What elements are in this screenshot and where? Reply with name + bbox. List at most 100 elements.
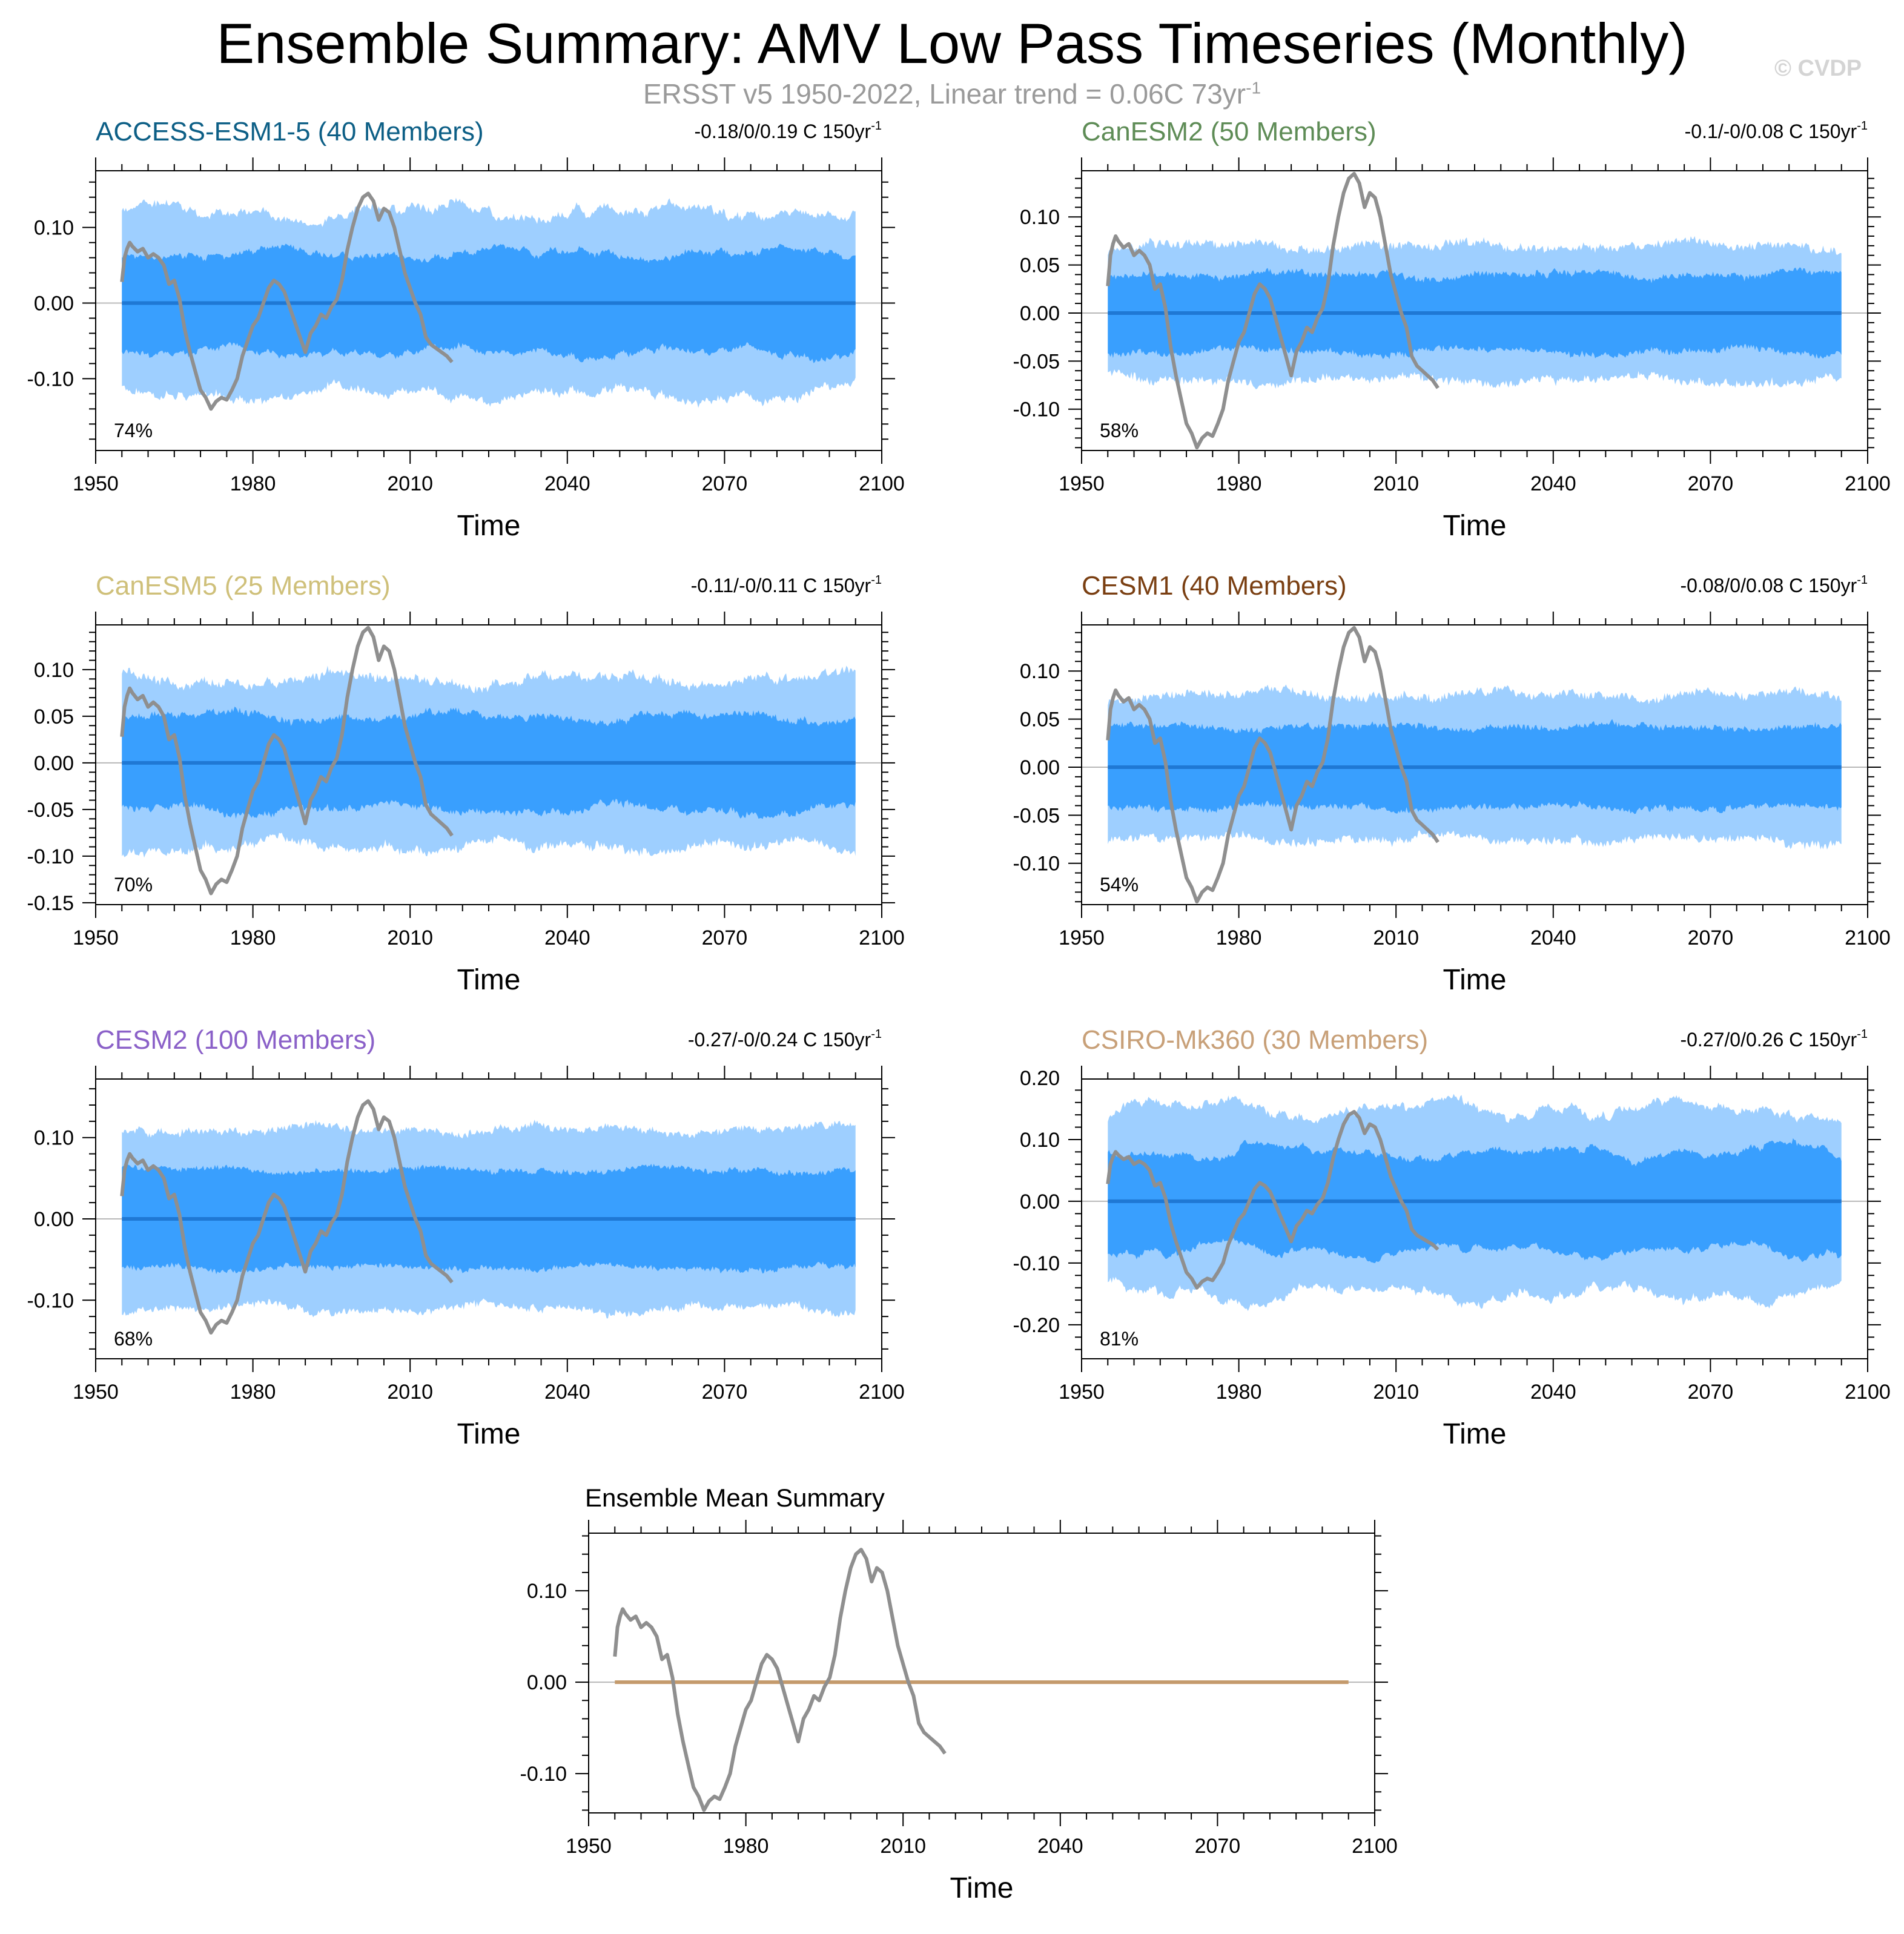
x-tick-label: 2070 xyxy=(1688,926,1734,949)
x-tick-label: 1950 xyxy=(1059,926,1105,949)
y-tick-label: -0.10 xyxy=(27,368,74,391)
trend-superscript: -1 xyxy=(1857,1028,1868,1041)
subtitle-text: ERSST v5 1950-2022, Linear trend = 0.06C… xyxy=(643,78,1246,110)
x-tick-label: 2040 xyxy=(544,926,590,949)
panel-1: 1950 1980 2010 2040 2070 2100 Time 0.10 0.00 -0.1… xyxy=(27,117,905,542)
x-tick-label: 2100 xyxy=(859,472,905,495)
y-tick-label: 0.10 xyxy=(1020,1129,1060,1152)
trend-text: -0.18/0/0.19 C 150yr xyxy=(694,120,871,142)
panel-title: CSIRO-Mk360 (30 Members) xyxy=(1082,1025,1428,1055)
y-tick-label: 0.10 xyxy=(1020,660,1060,683)
x-tick-label: 2010 xyxy=(1373,926,1419,949)
trend-text: -0.1/-0/0.08 C 150yr xyxy=(1685,120,1857,142)
percent-label: 70% xyxy=(114,874,153,896)
x-axis-label: Time xyxy=(457,1418,521,1450)
observed-amv-line xyxy=(120,625,454,896)
y-tick-label: -0.10 xyxy=(1013,1252,1060,1275)
x-tick-label: 1950 xyxy=(566,1835,612,1858)
trend-label: -0.1/-0/0.08 C 150yr-1 xyxy=(1685,119,1868,142)
trend-label: -0.27/-0/0.24 C 150yr-1 xyxy=(688,1028,882,1051)
y-tick-label: -0.10 xyxy=(1013,398,1060,421)
y-tick-label: -0.10 xyxy=(1013,853,1060,876)
figure-title: Ensemble Summary: AMV Low Pass Timeserie… xyxy=(216,12,1688,75)
x-tick-label: 1980 xyxy=(230,1381,276,1404)
observed-amv-line xyxy=(1106,1110,1440,1290)
x-tick-label: 2040 xyxy=(544,472,590,495)
plot-area xyxy=(589,1548,1375,1812)
cvdp-watermark: © CVDP xyxy=(1774,56,1862,81)
x-tick-label: 2010 xyxy=(1373,472,1419,495)
x-tick-label: 2070 xyxy=(1195,1835,1241,1858)
trend-text: -0.11/-0/0.11 C 150yr xyxy=(691,575,871,596)
trend-superscript: -1 xyxy=(1857,119,1868,133)
trend-text: -0.27/0/0.26 C 150yr xyxy=(1680,1029,1857,1051)
y-tick-label: 0.00 xyxy=(34,752,74,775)
observed-amv-line xyxy=(1106,625,1440,904)
panel-title: Ensemble Mean Summary xyxy=(585,1484,885,1512)
trend-superscript: -1 xyxy=(1857,573,1868,587)
x-tick-label: 2100 xyxy=(1845,472,1891,495)
x-tick-label: 1950 xyxy=(1059,1381,1105,1404)
y-tick-label: -0.05 xyxy=(27,799,74,822)
panel-2: 1950 1980 2010 2040 2070 2100 Time 0.10 0.05 0.00… xyxy=(1013,117,1891,542)
x-tick-label: 2070 xyxy=(702,926,748,949)
y-tick-label: 0.10 xyxy=(527,1580,567,1603)
x-tick-label: 1980 xyxy=(230,926,276,949)
x-tick-label: 2100 xyxy=(1845,1381,1891,1404)
x-tick-label: 2040 xyxy=(1530,1381,1576,1404)
observed-amv-line xyxy=(613,1548,947,1812)
plot-area xyxy=(1082,1094,1868,1312)
x-tick-label: 2070 xyxy=(1688,1381,1734,1404)
x-axis-label: Time xyxy=(1443,510,1507,542)
x-tick-label: 1950 xyxy=(1059,472,1105,495)
panel-4: 1950 1980 2010 2040 2070 2100 Time 0.10 0.05 0.00… xyxy=(1013,571,1891,996)
y-tick-label: -0.10 xyxy=(520,1763,567,1786)
x-axis-label: Time xyxy=(1443,964,1507,996)
y-tick-label: 0.05 xyxy=(1020,708,1060,731)
x-tick-label: 2010 xyxy=(880,1835,926,1858)
y-tick-label: -0.05 xyxy=(1013,804,1060,827)
panel-title: CanESM2 (50 Members) xyxy=(1082,117,1377,147)
percent-label: 68% xyxy=(114,1328,153,1350)
plot-area xyxy=(96,1099,882,1335)
subtitle-superscript: -1 xyxy=(1246,78,1261,97)
percent-label: 81% xyxy=(1100,1328,1139,1350)
y-tick-label: 0.05 xyxy=(1020,254,1060,277)
y-tick-label: 0.10 xyxy=(34,217,74,240)
trend-text: -0.08/0/0.08 C 150yr xyxy=(1680,575,1857,596)
trend-label: -0.08/0/0.08 C 150yr-1 xyxy=(1680,573,1868,596)
x-tick-label: 2010 xyxy=(1373,1381,1419,1404)
y-tick-label: -0.10 xyxy=(27,845,74,868)
x-tick-label: 2100 xyxy=(1352,1835,1398,1858)
x-tick-label: 1950 xyxy=(73,926,119,949)
figure-subtitle: ERSST v5 1950-2022, Linear trend = 0.06C… xyxy=(0,78,1904,110)
plot-area xyxy=(96,625,882,896)
observed-amv-line xyxy=(1106,171,1440,450)
panel-3: 1950 1980 2010 2040 2070 2100 Time 0.10 0.05 0.00… xyxy=(27,571,905,996)
plot-area xyxy=(1082,171,1868,450)
x-tick-label: 1980 xyxy=(723,1835,769,1858)
y-tick-label: 0.00 xyxy=(1020,1190,1060,1213)
plot-area xyxy=(1082,625,1868,904)
x-tick-label: 1980 xyxy=(1216,926,1262,949)
trend-label: -0.18/0/0.19 C 150yr-1 xyxy=(694,119,882,142)
y-tick-label: 0.20 xyxy=(1020,1067,1060,1090)
y-tick-label: 0.00 xyxy=(527,1671,567,1694)
x-tick-label: 2040 xyxy=(544,1381,590,1404)
panel-7: 1950 1980 2010 2040 2070 2100 Time 0.10 0.00 -0.1… xyxy=(520,1484,1398,1904)
y-tick-label: 0.10 xyxy=(34,659,74,682)
x-tick-label: 1950 xyxy=(73,1381,119,1404)
x-tick-label: 2100 xyxy=(859,926,905,949)
trend-label: -0.11/-0/0.11 C 150yr-1 xyxy=(691,573,882,596)
x-tick-label: 2040 xyxy=(1037,1835,1083,1858)
y-tick-label: -0.05 xyxy=(1013,350,1060,373)
x-tick-label: 2100 xyxy=(1845,926,1891,949)
x-tick-label: 2070 xyxy=(702,1381,748,1404)
x-tick-label: 1980 xyxy=(230,472,276,495)
percent-label: 74% xyxy=(114,420,153,441)
trend-superscript: -1 xyxy=(871,119,882,133)
percent-label: 54% xyxy=(1100,874,1139,896)
x-tick-label: 1950 xyxy=(73,472,119,495)
panel-title: ACCESS-ESM1-5 (40 Members) xyxy=(96,117,484,147)
trend-label: -0.27/0/0.26 C 150yr-1 xyxy=(1680,1028,1868,1051)
